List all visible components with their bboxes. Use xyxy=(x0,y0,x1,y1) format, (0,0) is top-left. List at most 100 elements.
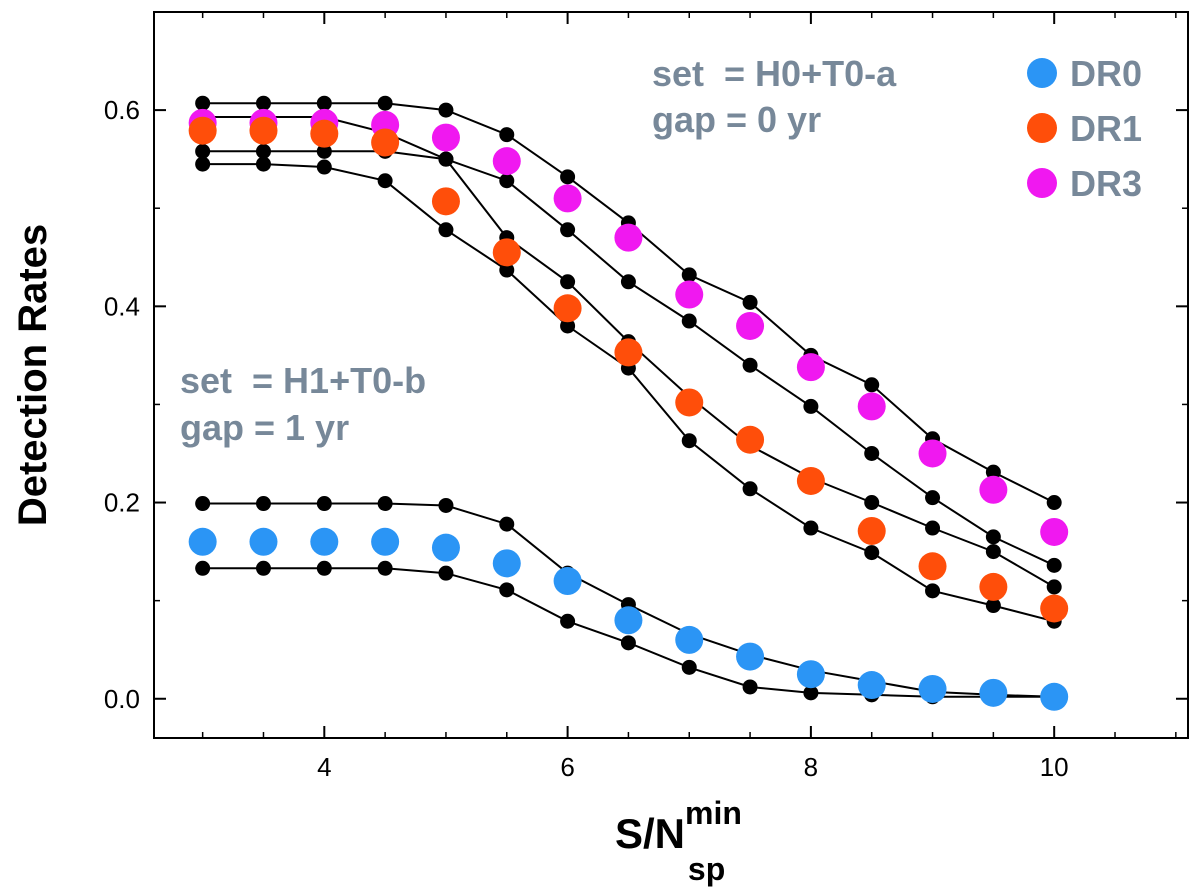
point-dr3-lower xyxy=(195,143,211,159)
point-dr0-lower xyxy=(316,560,332,576)
point-dr3-lower xyxy=(681,313,697,329)
point-dr3-upper xyxy=(316,95,332,111)
point-dr0-lower xyxy=(438,565,454,581)
point-dr1 xyxy=(979,572,1008,601)
point-dr3-lower xyxy=(316,143,332,159)
point-dr0 xyxy=(918,674,947,703)
legend-marker-dr3 xyxy=(1027,168,1057,198)
point-dr1-lower xyxy=(681,433,697,449)
annotation-bottom-line2: gap = 1 yr xyxy=(180,407,349,448)
point-dr1 xyxy=(918,552,947,581)
point-dr3-lower xyxy=(255,143,271,159)
point-dr3-upper xyxy=(438,102,454,118)
point-dr0-upper xyxy=(316,496,332,512)
point-dr1 xyxy=(492,238,521,267)
point-dr1 xyxy=(431,187,460,216)
y-tick-label: 0.6 xyxy=(104,95,140,125)
point-dr3-lower xyxy=(499,173,515,189)
legend-label-dr3: DR3 xyxy=(1070,163,1142,204)
point-dr1 xyxy=(188,116,217,145)
point-dr1-lower xyxy=(316,159,332,175)
point-dr3 xyxy=(857,392,886,421)
point-dr3-upper xyxy=(985,464,1001,480)
legend-marker-dr1 xyxy=(1027,113,1057,143)
point-dr0-upper xyxy=(195,496,211,512)
point-dr3-lower xyxy=(1046,557,1062,573)
point-dr3-upper xyxy=(499,127,515,143)
x-axis-title-subscript: sp xyxy=(688,851,725,887)
legend-marker-dr0 xyxy=(1027,58,1057,88)
point-dr3-upper xyxy=(195,95,211,111)
point-dr3-upper xyxy=(681,267,697,283)
point-dr1 xyxy=(796,466,825,495)
point-dr3 xyxy=(431,123,460,152)
point-dr1-upper xyxy=(1046,579,1062,595)
point-dr3-lower xyxy=(742,357,758,373)
annotation-bottom-line1: set = H1+T0-b xyxy=(180,360,426,401)
point-dr0-lower xyxy=(255,560,271,576)
point-dr0-lower xyxy=(742,679,758,695)
point-dr3 xyxy=(1040,517,1069,546)
point-dr0 xyxy=(796,660,825,689)
point-dr0-upper xyxy=(255,496,271,512)
point-dr1 xyxy=(614,338,643,367)
point-dr0 xyxy=(371,527,400,556)
point-dr0 xyxy=(249,527,278,556)
point-dr1-lower xyxy=(925,583,941,599)
y-tick-label: 0.2 xyxy=(104,488,140,518)
point-dr0 xyxy=(492,549,521,578)
plot-frame xyxy=(153,11,1189,739)
point-dr3-upper xyxy=(560,169,576,185)
point-dr3 xyxy=(492,147,521,176)
axis-tick-labels: 4 6 8 10 0.0 0.2 0.4 0.6 xyxy=(104,95,1069,782)
point-dr1 xyxy=(371,128,400,157)
y-tick-label: 0.4 xyxy=(104,291,140,321)
point-dr1-lower xyxy=(803,520,819,536)
point-dr1 xyxy=(1040,594,1069,623)
point-dr1-lower xyxy=(499,262,515,278)
point-dr0 xyxy=(1040,682,1069,711)
point-dr0-lower xyxy=(195,560,211,576)
point-dr3-lower xyxy=(985,529,1001,545)
point-dr3-upper xyxy=(864,377,880,393)
point-dr3-lower xyxy=(803,398,819,414)
point-dr0 xyxy=(979,678,1008,707)
point-dr3 xyxy=(614,223,643,252)
legend-label-dr0: DR0 xyxy=(1070,53,1142,94)
annotation-top-line2: gap = 0 yr xyxy=(652,99,821,140)
point-dr3-upper xyxy=(1046,495,1062,511)
point-dr1 xyxy=(249,116,278,145)
x-tick-label: 4 xyxy=(317,752,331,782)
point-dr1-lower xyxy=(377,173,393,189)
point-dr1-upper xyxy=(864,495,880,511)
y-axis-title: Detection Rates xyxy=(11,224,55,526)
point-dr1-lower xyxy=(742,481,758,497)
point-dr0-lower xyxy=(620,635,636,651)
point-dr0-lower xyxy=(499,582,515,598)
point-dr0-lower xyxy=(803,685,819,701)
point-dr3-upper xyxy=(377,95,393,111)
series-dr1 xyxy=(188,116,1069,623)
point-dr3-upper xyxy=(255,95,271,111)
point-dr1 xyxy=(675,388,704,417)
legend-label-dr1: DR1 xyxy=(1070,108,1142,149)
x-tick-label: 8 xyxy=(804,752,818,782)
annotation-top-line1: set = H0+T0-a xyxy=(652,53,897,94)
point-dr0-lower xyxy=(560,613,576,629)
point-dr3-upper xyxy=(742,294,758,310)
point-dr3-lower xyxy=(560,222,576,238)
point-dr1 xyxy=(553,294,582,323)
point-dr3-lower xyxy=(864,445,880,461)
point-dr0 xyxy=(736,642,765,671)
legend: DR0 DR1 DR3 xyxy=(1027,53,1142,204)
point-dr1 xyxy=(736,425,765,454)
point-dr0-lower xyxy=(377,560,393,576)
point-dr0-upper xyxy=(499,516,515,532)
point-dr3 xyxy=(796,353,825,382)
point-dr1-lower xyxy=(438,222,454,238)
series-dr3 xyxy=(188,108,1069,546)
y-tick-label: 0.0 xyxy=(104,684,140,714)
x-axis-title: S/Nmin sp xyxy=(615,795,742,887)
point-dr1-lower xyxy=(560,318,576,334)
